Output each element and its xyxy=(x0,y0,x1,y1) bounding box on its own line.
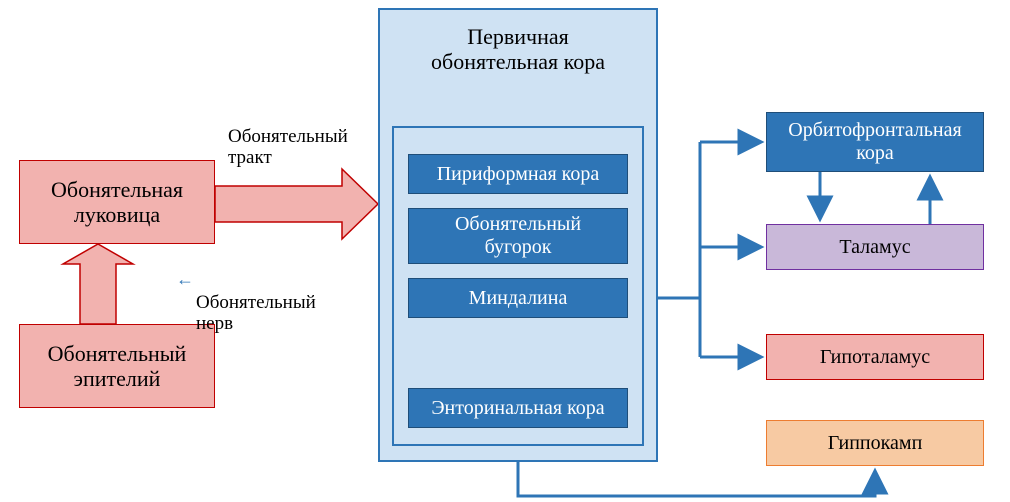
node-thalamus: Таламус xyxy=(766,224,984,270)
node-hypothalamus-label: Гипоталамус xyxy=(820,346,930,369)
node-olfactory-tubercle-label: Обонятельный бугорок xyxy=(455,213,581,259)
node-olfactory-bulb: Обонятельная луковица xyxy=(19,160,215,244)
node-orbitofrontal-cortex: Орбитофронтальная кора xyxy=(766,112,984,172)
node-hypothalamus: Гипоталамус xyxy=(766,334,984,380)
node-primary-olfactory-cortex-title: Первичная обонятельная кора xyxy=(431,24,605,75)
node-amygdala: Миндалина xyxy=(408,278,628,318)
arrow-epithelium-to-bulb xyxy=(63,244,133,324)
label-olfactory-tract-text: Обонятельный тракт xyxy=(228,126,348,168)
node-thalamus-label: Таламус xyxy=(839,236,910,259)
node-olfactory-bulb-label: Обонятельная луковица xyxy=(51,177,183,228)
node-entorhinal-cortex: Энторинальная кора xyxy=(408,388,628,428)
node-olfactory-epithelium: Обонятельный эпителий xyxy=(19,324,215,408)
nerve-pointer-glyph: ← xyxy=(176,269,194,289)
label-olfactory-tract: Обонятельный тракт xyxy=(228,106,348,169)
label-olfactory-nerve: Обонятельный нерв xyxy=(196,272,316,335)
nerve-pointer-arrow-icon: ← xyxy=(176,270,194,290)
node-piriform-cortex-label: Пириформная кора xyxy=(437,163,600,186)
diagram-stage: Обонятельная луковица Обонятельный эпите… xyxy=(0,0,1010,502)
label-olfactory-nerve-text: Обонятельный нерв xyxy=(196,292,316,334)
node-piriform-cortex: Пириформная кора xyxy=(408,154,628,194)
arrow-bulb-to-cortex xyxy=(215,169,378,239)
node-hippocampus: Гиппокамп xyxy=(766,420,984,466)
node-orbitofrontal-cortex-label: Орбитофронтальная кора xyxy=(788,119,961,165)
node-olfactory-tubercle: Обонятельный бугорок xyxy=(408,208,628,264)
node-olfactory-epithelium-label: Обонятельный эпителий xyxy=(48,341,187,392)
node-entorhinal-cortex-label: Энторинальная кора xyxy=(431,397,604,420)
node-amygdala-label: Миндалина xyxy=(469,287,568,310)
node-hippocampus-label: Гиппокамп xyxy=(828,432,923,455)
